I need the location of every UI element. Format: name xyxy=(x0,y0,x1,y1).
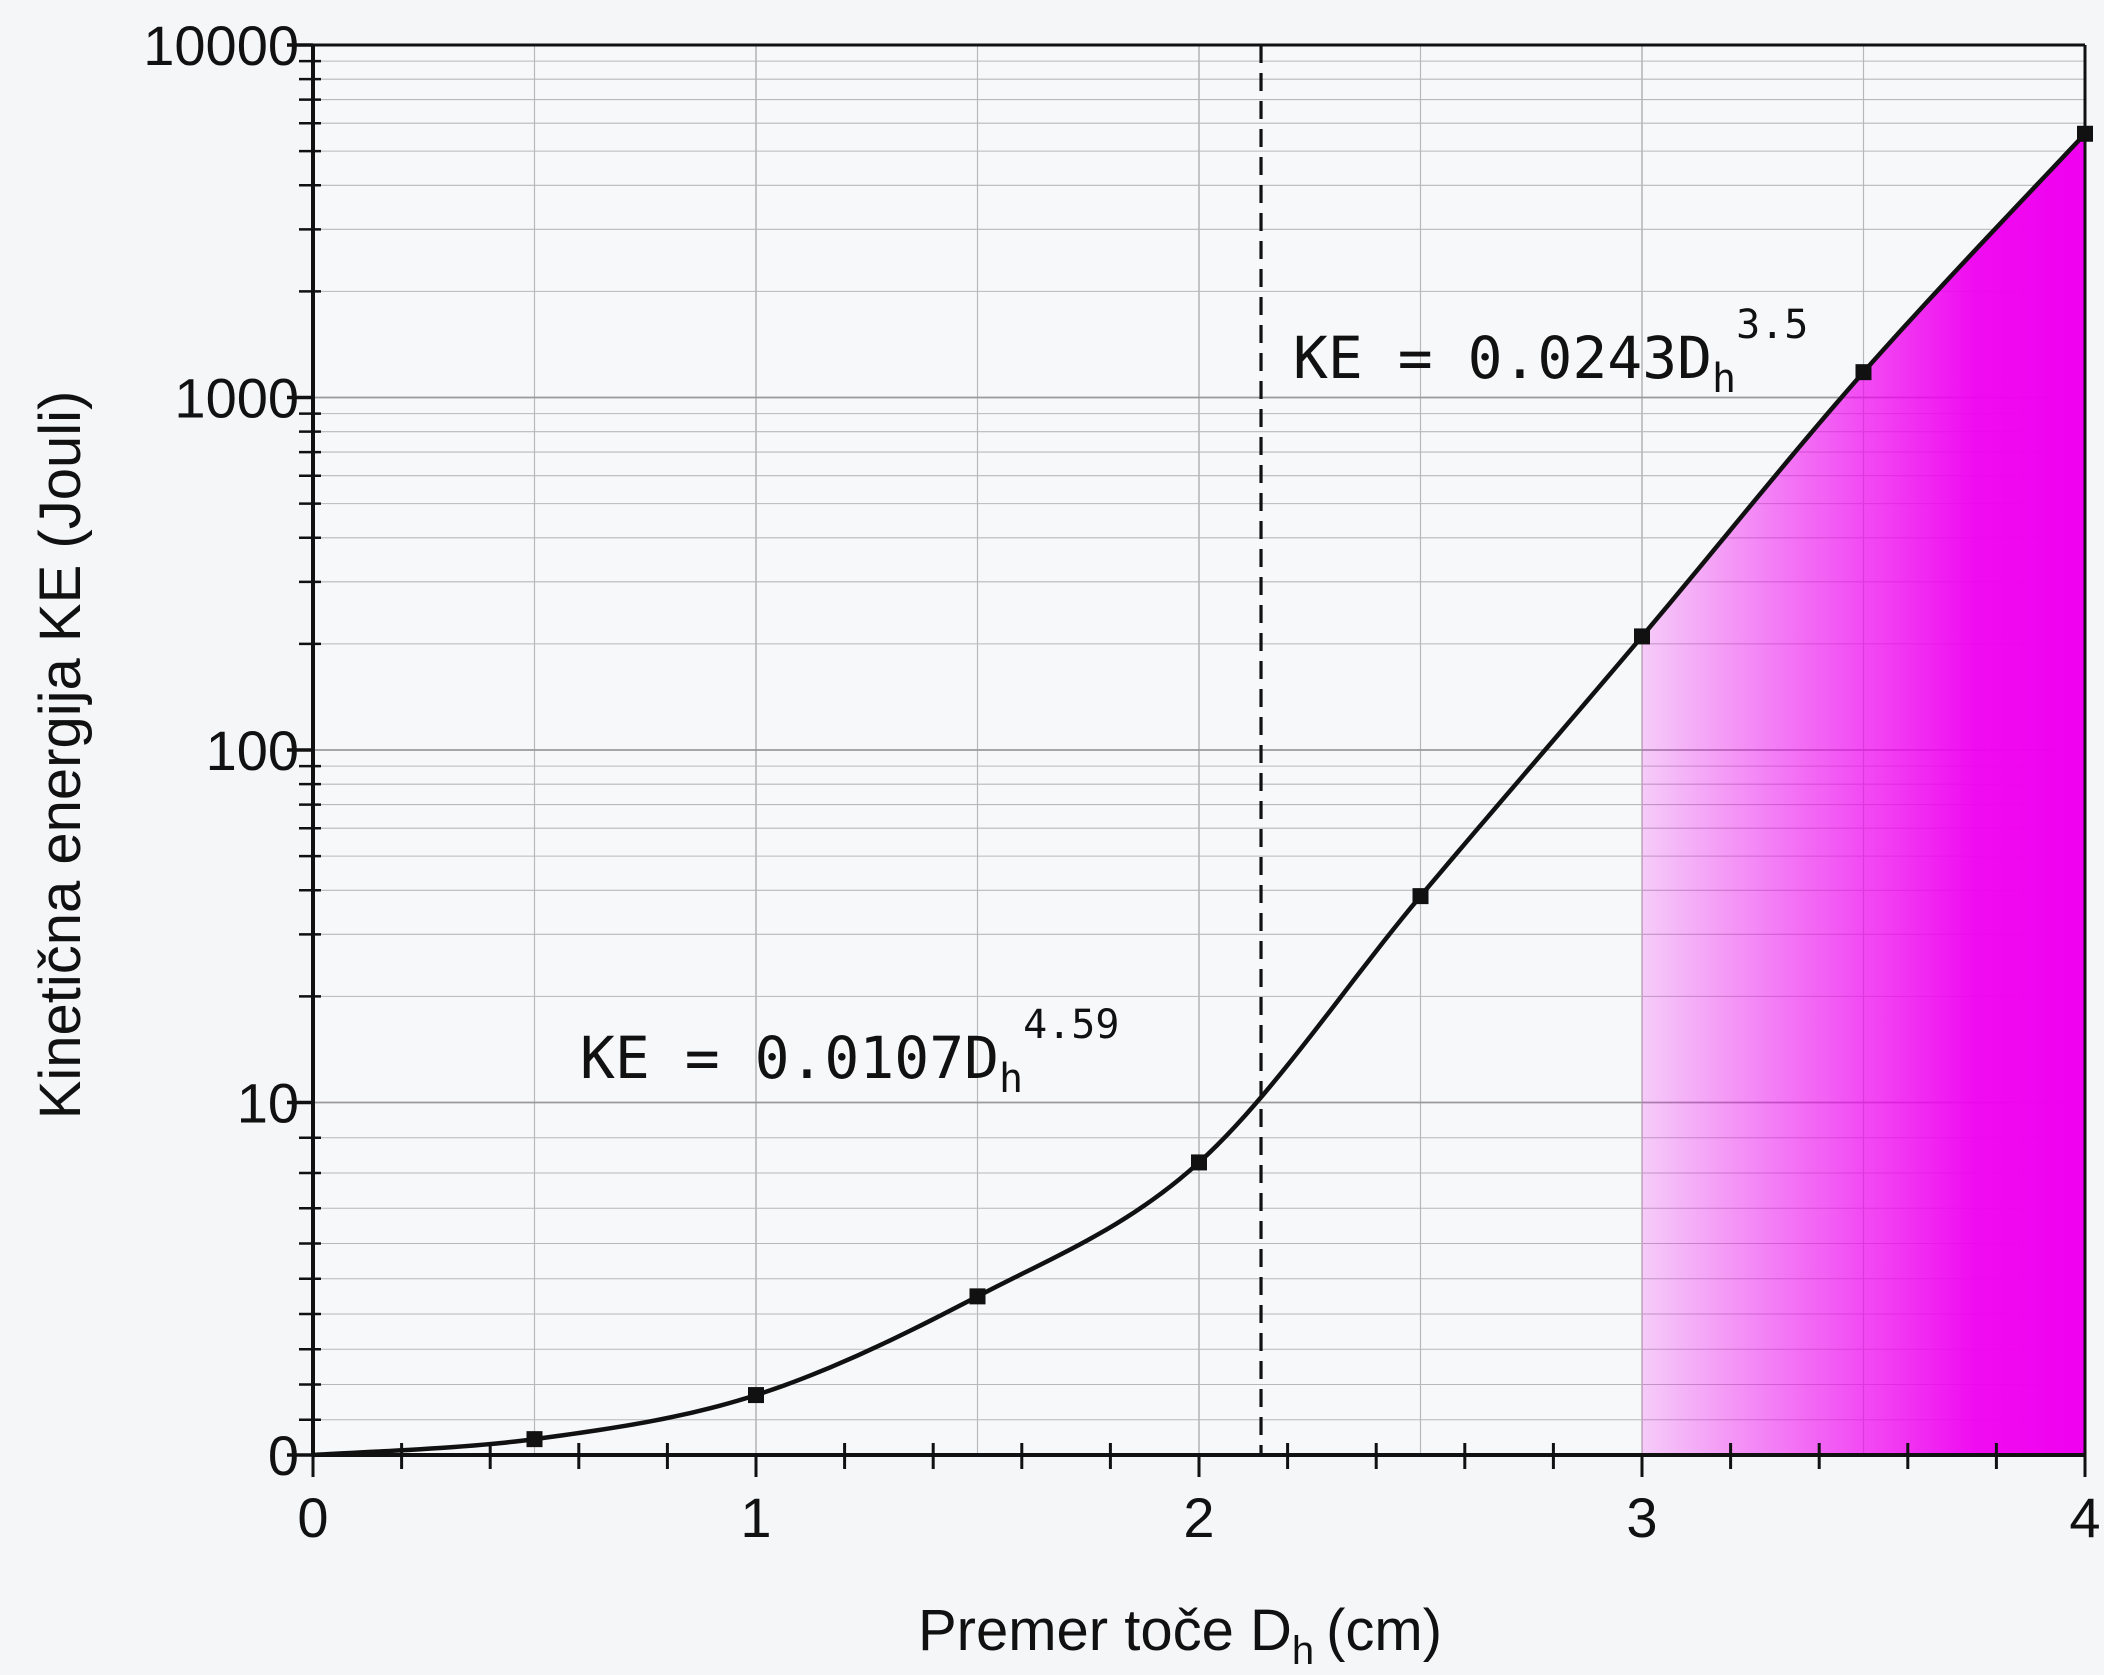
data-point xyxy=(969,1288,986,1305)
data-point xyxy=(748,1387,764,1404)
data-point xyxy=(1412,888,1429,905)
x-axis-label-main: Premer toče D xyxy=(918,1598,1292,1663)
y-tick-label: 1000 xyxy=(174,367,299,430)
axes xyxy=(287,43,2087,1477)
series-layer xyxy=(312,125,2093,1458)
y-tick-label: 100 xyxy=(206,719,299,782)
shaded-region-layer xyxy=(1642,133,2085,1455)
y-axis-label: Kinetična energija KE (Jouli) xyxy=(28,391,93,1120)
data-point xyxy=(1191,1154,1207,1171)
equation-large-hail: KE = 0.0243Dh3.5 xyxy=(1293,302,1808,402)
y-tick-label: 0 xyxy=(268,1424,299,1487)
x-tick-label: 3 xyxy=(1626,1486,1657,1549)
x-tick-label: 0 xyxy=(297,1486,328,1549)
y-tick-label: 10 xyxy=(237,1072,299,1135)
tick-labels: 0 1 2 3 4 0 10 100 1000 10000 xyxy=(143,14,2100,1549)
x-axis-label-sub: h xyxy=(1292,1629,1314,1670)
data-point xyxy=(526,1431,543,1448)
x-tick-label: 2 xyxy=(1183,1486,1214,1549)
data-point xyxy=(1855,364,1872,381)
x-axis-label: Premer toče Dh (cm) xyxy=(918,1598,1442,1670)
x-tick-label: 1 xyxy=(740,1486,771,1549)
data-point xyxy=(1634,628,1650,645)
x-tick-label: 4 xyxy=(2069,1486,2100,1549)
shaded-region xyxy=(1642,133,2085,1455)
x-axis-label-unit: (cm) xyxy=(1326,1598,1442,1663)
y-tick-label: 10000 xyxy=(143,14,299,77)
equation-small-hail: KE = 0.0107Dh4.59 xyxy=(580,1002,1119,1102)
